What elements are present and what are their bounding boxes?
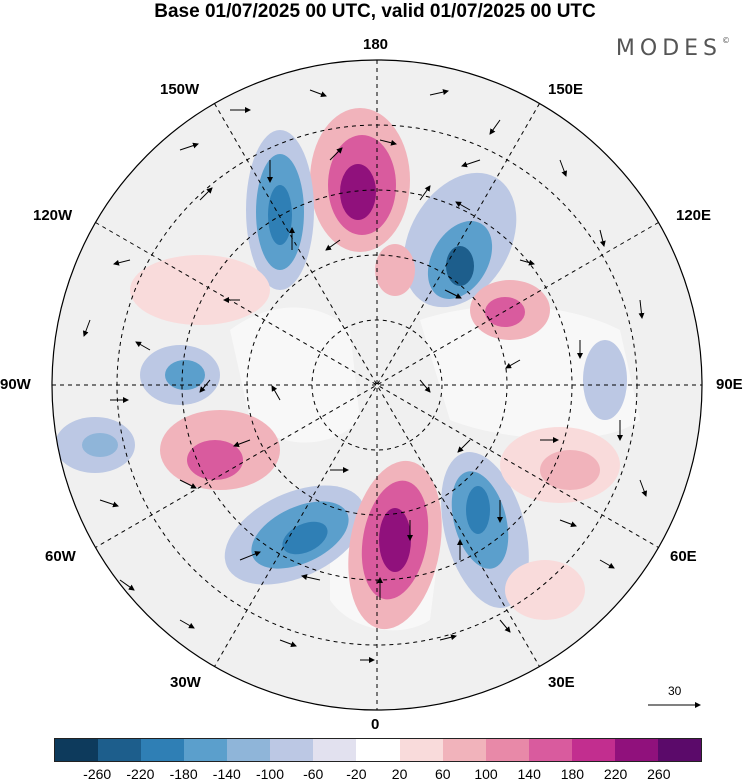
lon-label-90e: 90E [716,376,743,393]
colorbar-swatch [141,739,185,761]
colorbar-tick-label: 100 [474,766,498,782]
map-disk [52,60,702,710]
colorbar-tick-label: 60 [435,766,451,782]
lon-label-30w: 30W [170,674,201,691]
lon-label-90w: 90W [0,376,31,393]
lon-label-120e: 120E [676,207,712,224]
colorbar-swatch [184,739,228,761]
lon-label-60w: 60W [45,548,76,565]
lon-label-120w: 120W [33,207,73,224]
colorbar-tick-label: 20 [391,766,408,782]
colorbar-swatch [614,739,658,761]
colorbar-swatch [399,739,443,761]
colorbar-tick-label: -140 [212,766,241,782]
wind-scale-label: 30 [668,684,682,698]
lon-label-60e: 60E [670,548,697,565]
colorbar-swatch [485,739,529,761]
colorbar-swatch [98,739,142,761]
colorbar-tick-label: 220 [603,766,628,782]
colorbar-tick-label: -260 [83,766,112,782]
brand-logo: MODES© [615,36,730,61]
colorbar-tick-label: -100 [255,766,285,782]
colorbar-swatch [528,739,572,761]
colorbar-tick-label: -20 [346,766,367,782]
map-border [51,59,703,711]
colorbar-swatch [270,739,314,761]
colorbar-swatch [227,739,271,761]
colorbar-tick-label: 260 [647,766,671,782]
colorbar [54,738,702,762]
colorbar-tick-label: -60 [303,766,324,782]
colorbar-tick-label: 140 [517,766,541,782]
colorbar-tick-label: -220 [126,766,155,782]
wind-vectors [82,89,648,663]
colorbar-tick-label: 180 [560,766,585,782]
anomaly-field [55,108,627,630]
lon-label-30e: 30E [548,674,575,691]
colorbar-tick-label: -180 [169,766,198,782]
colorbar-swatch [442,739,486,761]
lon-label-150w: 150W [160,81,200,98]
lon-label-0: 0 [371,716,380,733]
lon-label-180: 180 [363,36,389,53]
colorbar-swatch [571,739,615,761]
colorbar-swatch [356,739,400,761]
map-title: Base 01/07/2025 00 UTC, valid 01/07/2025… [154,1,596,22]
colorbar-swatch [313,739,357,761]
lon-label-150e: 150E [548,81,584,98]
colorbar-swatch [55,739,99,761]
colorbar-swatch [657,739,701,761]
